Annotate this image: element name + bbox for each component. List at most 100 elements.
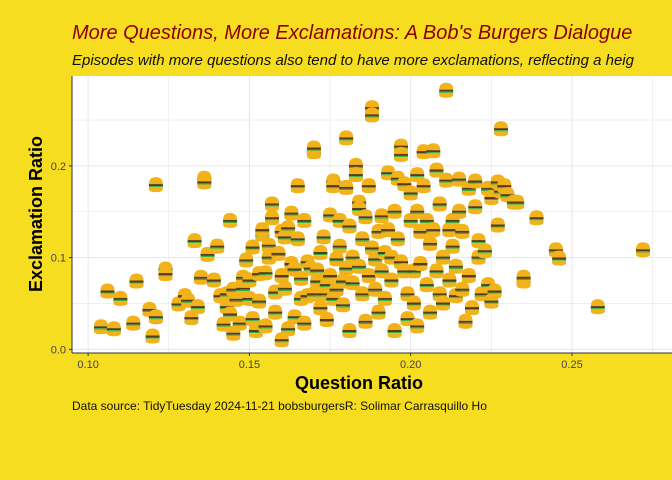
- burger-point: [252, 293, 267, 309]
- burger-point: [510, 194, 525, 210]
- burger-point: [145, 328, 160, 344]
- burger-point: [384, 272, 399, 288]
- burger-point: [265, 196, 279, 212]
- burger-point: [229, 291, 244, 307]
- burger-point: [494, 121, 508, 137]
- burger-point: [187, 233, 202, 249]
- burger-point: [490, 217, 505, 233]
- burger-point: [306, 140, 321, 156]
- burger-point: [239, 252, 254, 268]
- burger-point: [158, 266, 173, 282]
- burger-point: [336, 297, 350, 313]
- burger-point: [374, 208, 389, 224]
- chart-subtitle: Episodes with more questions also tend t…: [72, 52, 634, 69]
- burger-point: [387, 323, 402, 338]
- burger-point: [297, 212, 312, 228]
- burger-point: [423, 235, 438, 251]
- burger-point: [358, 209, 373, 225]
- chart-title: More Questions, More Exclamations: A Bob…: [72, 22, 633, 44]
- y-tick-label: 0.1: [51, 253, 66, 265]
- burger-point: [374, 263, 389, 279]
- burger-point: [297, 315, 312, 331]
- burger-point: [319, 312, 334, 327]
- burger-point: [465, 300, 479, 316]
- x-tick-label: 0.15: [239, 359, 260, 371]
- burger-point: [468, 199, 483, 215]
- burger-point: [390, 231, 405, 247]
- x-tick-label: 0.10: [77, 359, 98, 371]
- burger-point: [316, 229, 331, 245]
- burger-point: [636, 242, 650, 258]
- burger-point: [377, 290, 392, 306]
- burger-point: [429, 263, 444, 279]
- y-axis-label: Exclamation Ratio: [26, 136, 46, 292]
- burger-point: [190, 299, 205, 315]
- burger-point: [516, 269, 531, 285]
- burger-point: [274, 268, 289, 283]
- burger-point: [265, 210, 279, 226]
- burger-point: [461, 268, 476, 283]
- burger-point: [281, 220, 296, 236]
- x-axis-ticks: 0.10 0.15 0.20 0.25: [77, 353, 583, 371]
- burger-point: [313, 245, 328, 260]
- burger-point: [487, 283, 502, 299]
- burger-point: [148, 309, 163, 325]
- burger-point: [358, 313, 373, 329]
- burger-point: [348, 167, 363, 183]
- burger-point: [148, 177, 163, 193]
- burger-point: [381, 222, 396, 238]
- burger-point: [258, 318, 273, 334]
- burger-point: [106, 321, 121, 337]
- burger-point: [129, 273, 144, 289]
- burger-point: [455, 223, 470, 239]
- burger-point: [361, 268, 376, 283]
- burger-point: [403, 185, 418, 201]
- burger-point: [352, 258, 367, 274]
- burger-point: [245, 239, 260, 255]
- x-tick-label: 0.20: [400, 359, 421, 371]
- burger-point: [232, 315, 247, 331]
- chart-caption: Data source: TidyTuesday 2024-11-21 bobs…: [72, 399, 487, 413]
- burger-point: [423, 304, 438, 320]
- burger-point: [339, 179, 354, 195]
- burger-point: [197, 174, 212, 190]
- burger-point: [394, 146, 408, 162]
- burger-point: [410, 318, 425, 334]
- burger-point: [268, 304, 283, 320]
- burger-point: [100, 283, 115, 299]
- burger-point: [452, 203, 467, 219]
- y-tick-label: 0.0: [51, 344, 66, 356]
- burger-point: [113, 290, 128, 306]
- burger-point: [426, 143, 441, 159]
- burger-point: [442, 272, 457, 288]
- burger-point: [206, 272, 221, 288]
- burger-point: [290, 231, 305, 247]
- burger-point: [332, 238, 347, 254]
- burger-point: [455, 281, 470, 297]
- scatter-points: [94, 82, 650, 348]
- burger-point: [458, 313, 473, 329]
- burger-point: [277, 280, 292, 296]
- burger-point: [339, 130, 354, 146]
- burger-point: [439, 172, 454, 188]
- x-tick-label: 0.25: [561, 359, 582, 371]
- burger-point: [365, 107, 379, 123]
- burger-point: [448, 258, 463, 274]
- burger-point: [271, 245, 286, 261]
- burger-point: [384, 249, 399, 265]
- burger-point: [342, 218, 357, 234]
- burger-point: [210, 238, 225, 254]
- burger-point: [432, 196, 447, 212]
- burger-point: [342, 323, 357, 338]
- burger-point: [258, 265, 273, 281]
- burger-point: [323, 268, 338, 283]
- burger-point: [436, 295, 450, 311]
- burger-point: [429, 162, 444, 178]
- burger-point: [416, 178, 431, 194]
- burger-point: [477, 243, 492, 259]
- burger-point: [94, 319, 108, 335]
- burger-point: [194, 269, 208, 285]
- burger-point: [468, 173, 483, 189]
- burger-point: [223, 212, 238, 228]
